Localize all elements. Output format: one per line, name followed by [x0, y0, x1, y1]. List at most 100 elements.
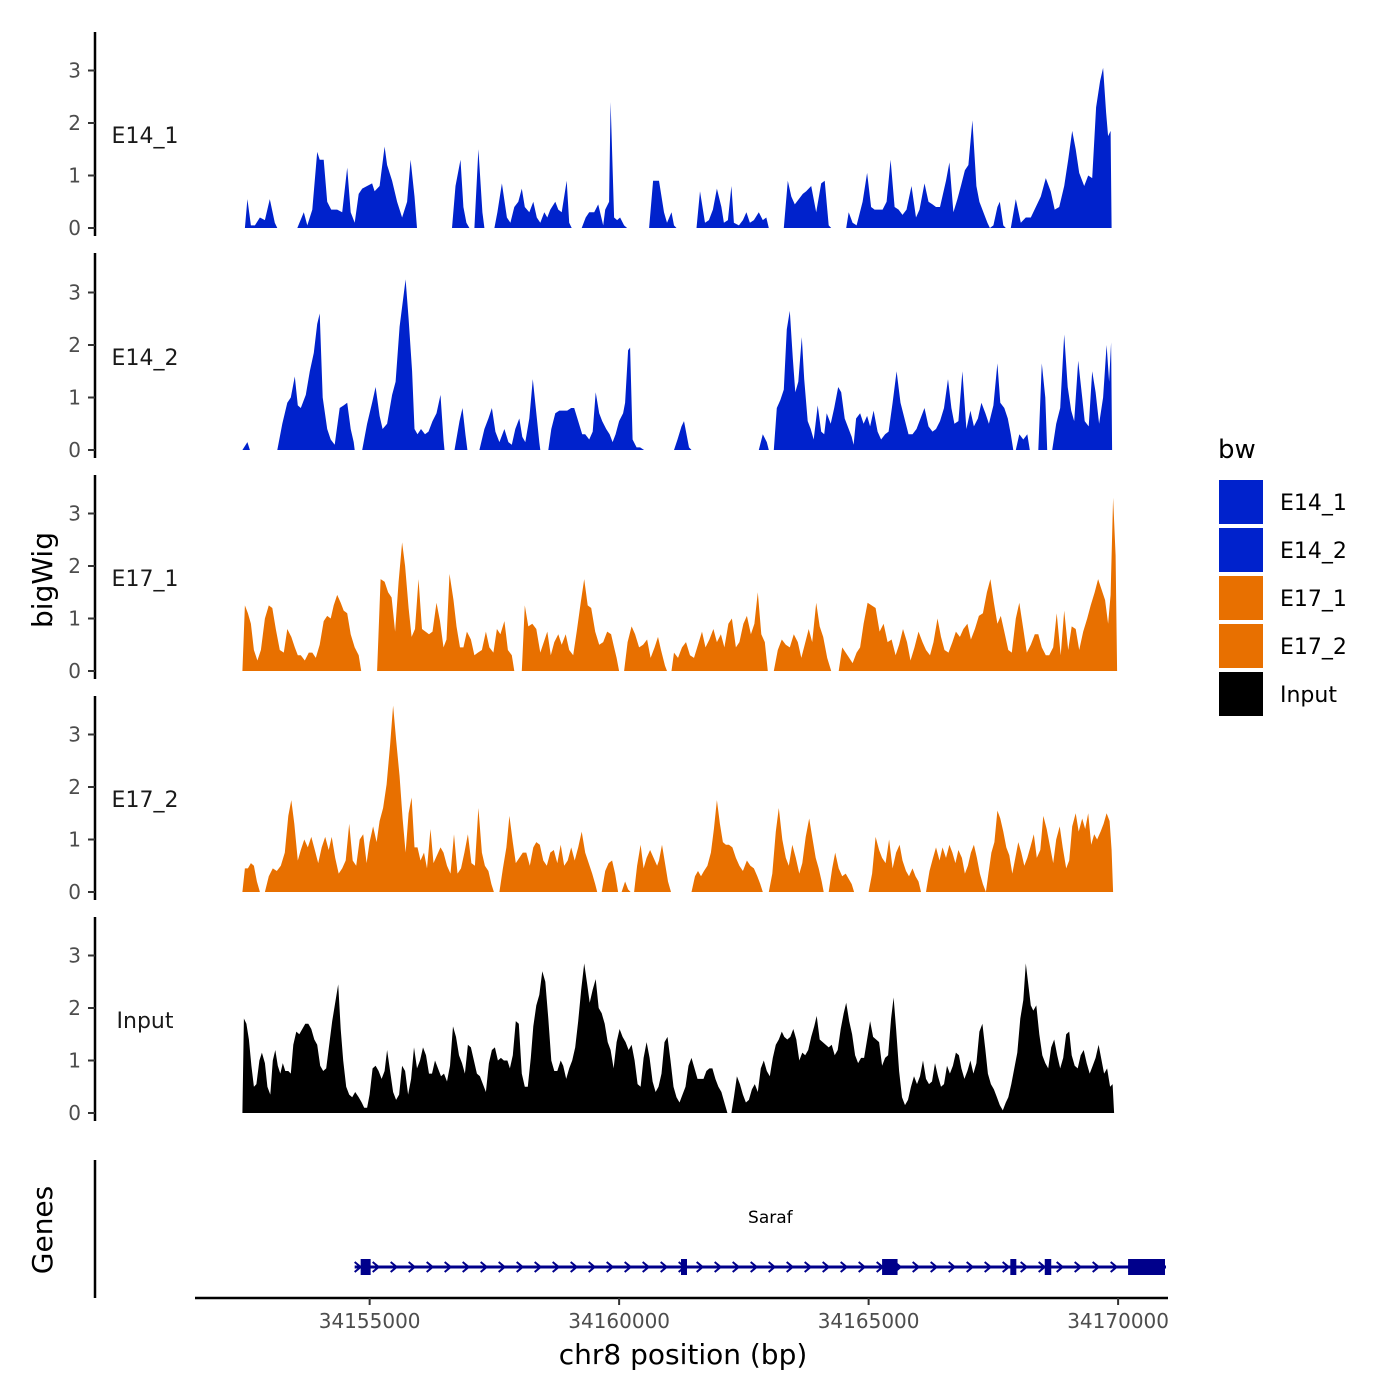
y-tick-label: 1: [68, 164, 81, 188]
y-tick-label: 3: [68, 944, 81, 968]
strand-arrow: [948, 1261, 957, 1273]
legend-swatch: [1219, 672, 1263, 716]
y-tick-label: 3: [68, 281, 81, 305]
strand-arrow: [462, 1261, 471, 1273]
strand-arrow: [606, 1261, 615, 1273]
track-label: Input: [117, 1009, 174, 1034]
track-label: E17_2: [112, 788, 179, 813]
strand-arrow: [714, 1261, 723, 1273]
strand-arrow: [570, 1261, 579, 1273]
legend-label: E17_2: [1280, 635, 1347, 660]
strand-arrow: [498, 1261, 507, 1273]
track-input: 0 1 2 3 Input: [68, 917, 1115, 1125]
coverage-area: [242, 963, 1115, 1113]
y-tick-label: 1: [68, 607, 81, 631]
y-tick-label: 3: [68, 723, 81, 747]
track-label: E14_1: [112, 124, 179, 149]
strand-arrow: [390, 1261, 399, 1273]
strand-arrow: [696, 1261, 705, 1273]
track-e17-2: 0 1 2 3 E17_2: [68, 696, 1114, 904]
strand-arrow: [426, 1261, 435, 1273]
strand-arrow: [588, 1261, 597, 1273]
x-tick-label: 34155000: [319, 1309, 421, 1333]
gene-exon: [1128, 1259, 1166, 1275]
y-tick-label: 0: [68, 659, 81, 683]
y-tick-label: 3: [68, 59, 81, 83]
y-tick-label: 2: [68, 775, 81, 799]
track-e14-2: 0 1 2 3 E14_2: [68, 253, 1113, 462]
gene-exon: [1044, 1259, 1052, 1275]
y-tick-label: 1: [68, 1049, 81, 1073]
legend-swatch: [1219, 576, 1263, 620]
gene-exon: [1010, 1259, 1017, 1275]
track-label: E14_2: [112, 346, 179, 371]
coverage-area: [242, 705, 1114, 892]
coverage-area: [242, 279, 1113, 450]
strand-arrow: [642, 1261, 651, 1273]
gene-name-label: Saraf: [748, 1208, 794, 1228]
legend-label: E14_2: [1280, 539, 1347, 564]
strand-arrow: [534, 1261, 543, 1273]
strand-arrow: [750, 1261, 759, 1273]
legend-item-e17-1: E17_1: [1219, 576, 1347, 620]
legend-item-input: Input: [1219, 672, 1337, 716]
legend-item-e14-1: E14_1: [1219, 480, 1347, 524]
legend-label: E14_1: [1280, 491, 1347, 516]
legend-title: bw: [1218, 435, 1256, 465]
y-tick-label: 2: [68, 333, 81, 357]
x-tick-label: 34165000: [818, 1309, 920, 1333]
bigwig-tracks: 0 1 2 3 E14_1 0 1 2 3 E14_2 0 1 2 3 E17_1 0 1 2 3 E17_2 0 1 2 3…: [68, 32, 1118, 1125]
x-axis-title: chr8 position (bp): [559, 1338, 808, 1371]
legend-item-e17-2: E17_2: [1219, 624, 1347, 668]
track-label: E17_1: [112, 567, 179, 592]
strand-arrow: [912, 1261, 921, 1273]
gene-exon: [882, 1259, 898, 1275]
strand-arrow: [930, 1261, 939, 1273]
strand-arrow: [444, 1261, 453, 1273]
genes-track-label: Genes: [26, 1186, 59, 1274]
y-tick-label: 0: [68, 438, 81, 462]
y-tick-label: 1: [68, 828, 81, 852]
genes-track: Genes Saraf: [26, 1160, 1167, 1298]
y-tick-label: 0: [68, 216, 81, 240]
strand-arrow: [786, 1261, 795, 1273]
strand-arrow: [624, 1261, 633, 1273]
y-tick-label: 1: [68, 386, 81, 410]
strand-arrow: [660, 1261, 669, 1273]
y-tick-label: 0: [68, 880, 81, 904]
y-tick-label: 0: [68, 1101, 81, 1125]
y-tick-label: 3: [68, 502, 81, 526]
x-tick-label: 34170000: [1067, 1309, 1169, 1333]
y-tick-label: 2: [68, 996, 81, 1020]
strand-arrow: [1092, 1261, 1101, 1273]
strand-arrow: [966, 1261, 975, 1273]
strand-arrow: [1110, 1261, 1119, 1273]
track-e14-1: 0 1 2 3 E14_1: [68, 32, 1112, 240]
strand-arrow: [1002, 1261, 1011, 1273]
coverage-area: [242, 497, 1118, 671]
y-tick-label: 2: [68, 554, 81, 578]
legend: bw E14_1 E14_2 E17_1 E17_2 Input: [1218, 435, 1347, 716]
coverage-area: [244, 67, 1112, 229]
gene-exon: [360, 1259, 371, 1275]
strand-arrow: [552, 1261, 561, 1273]
x-axis: 34155000 34160000 34165000 34170000: [195, 1296, 1169, 1333]
track-e17-1: 0 1 2 3 E17_1: [68, 475, 1118, 683]
strand-arrow: [840, 1261, 849, 1273]
strand-arrow: [822, 1261, 831, 1273]
strand-arrow: [372, 1261, 381, 1273]
strand-arrow: [984, 1261, 993, 1273]
strand-arrow: [804, 1261, 813, 1273]
strand-arrow: [858, 1261, 867, 1273]
strand-arrow: [1056, 1261, 1065, 1273]
strand-arrow: [480, 1261, 489, 1273]
strand-arrow: [1038, 1261, 1047, 1273]
strand-arrow: [516, 1261, 525, 1273]
x-tick-label: 34160000: [568, 1309, 670, 1333]
legend-label: Input: [1280, 683, 1337, 708]
legend-swatch: [1219, 624, 1263, 668]
legend-label: E17_1: [1280, 587, 1347, 612]
strand-arrow: [1020, 1261, 1029, 1273]
strand-arrow: [768, 1261, 777, 1273]
